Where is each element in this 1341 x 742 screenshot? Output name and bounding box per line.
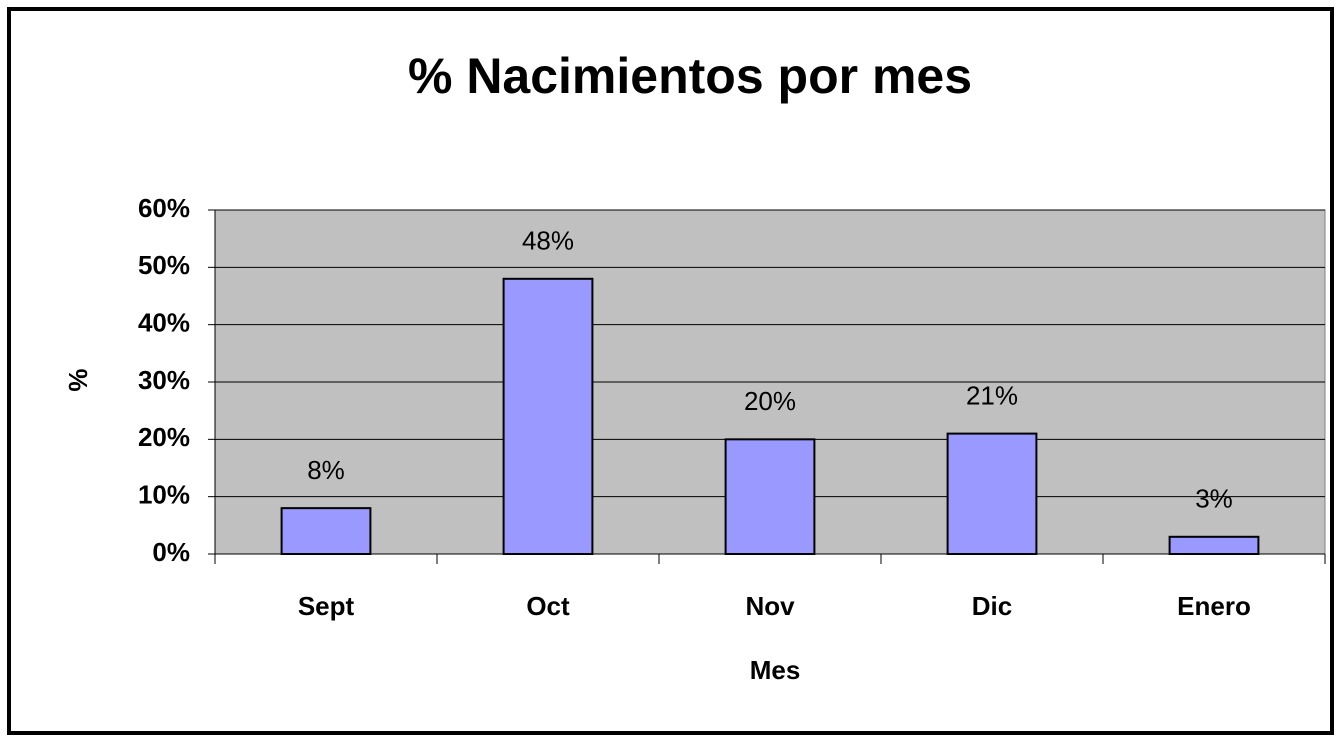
data-label: 20%	[744, 386, 796, 416]
bar	[502, 277, 594, 555]
x-tick-label: Enero	[1177, 591, 1251, 621]
data-label: 8%	[307, 455, 345, 485]
y-tick-label: 20%	[138, 422, 190, 452]
bar	[280, 507, 372, 555]
y-axis-label: %	[63, 368, 93, 391]
x-tick-label: Oct	[526, 591, 570, 621]
y-tick-label: 10%	[138, 480, 190, 510]
bar	[724, 438, 816, 556]
y-tick-label: 0%	[152, 537, 190, 567]
x-tick-label: Nov	[745, 591, 795, 621]
data-label: 21%	[966, 380, 1018, 410]
x-tick-label: Dic	[972, 591, 1012, 621]
y-tick-label: 50%	[138, 250, 190, 280]
x-tick-label: Sept	[298, 591, 355, 621]
data-label: 48%	[522, 226, 574, 256]
x-axis-label: Mes	[750, 655, 801, 685]
bar	[946, 432, 1038, 556]
y-tick-label: 40%	[138, 308, 190, 338]
bar	[1168, 535, 1260, 555]
chart-title: % Nacimientos por mes	[408, 48, 972, 104]
y-tick-label: 60%	[138, 193, 190, 223]
data-label: 3%	[1195, 484, 1233, 514]
y-tick-label: 30%	[138, 365, 190, 395]
